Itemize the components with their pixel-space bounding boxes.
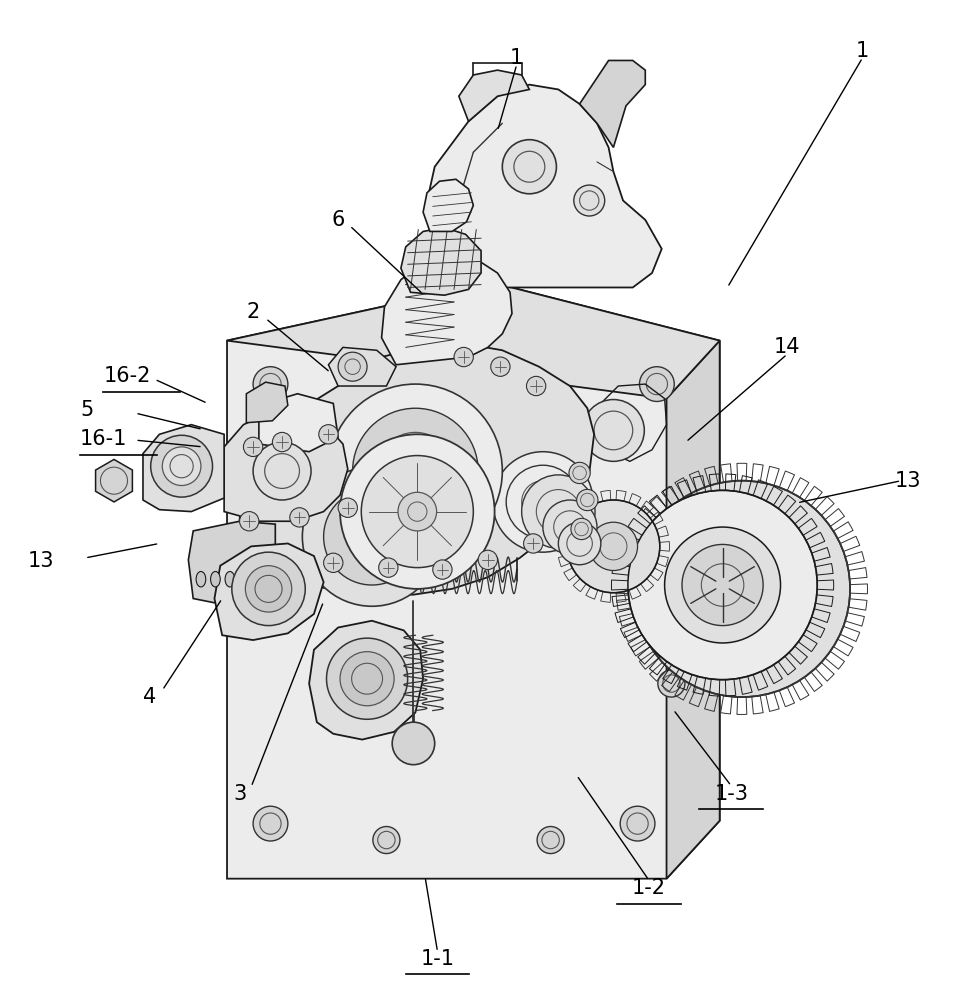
Text: 3: 3 [233,784,246,804]
Circle shape [454,347,473,367]
Text: 13: 13 [895,471,922,491]
Polygon shape [96,459,132,502]
Ellipse shape [225,571,235,587]
Circle shape [340,434,495,589]
Polygon shape [423,179,473,231]
Circle shape [665,527,781,643]
Circle shape [522,475,595,548]
Text: 14: 14 [774,337,801,357]
Circle shape [558,522,601,565]
Polygon shape [259,394,338,452]
Circle shape [319,425,338,444]
Circle shape [628,490,817,680]
Circle shape [639,367,674,401]
Circle shape [658,670,685,697]
Circle shape [340,652,394,706]
Circle shape [526,376,546,396]
Polygon shape [382,254,512,365]
Circle shape [328,384,502,558]
Circle shape [338,352,367,381]
Circle shape [711,558,773,620]
Circle shape [502,140,556,194]
Polygon shape [227,283,720,879]
Polygon shape [309,621,423,740]
Text: 6: 6 [331,210,345,230]
Text: 2: 2 [246,302,260,322]
Circle shape [324,553,343,572]
Polygon shape [425,85,662,287]
Circle shape [682,544,763,626]
Circle shape [543,500,597,554]
Circle shape [290,508,309,527]
Ellipse shape [211,571,220,587]
Circle shape [253,367,288,401]
Polygon shape [459,70,529,121]
Circle shape [272,432,292,452]
Circle shape [398,492,437,531]
Circle shape [373,827,400,854]
Circle shape [692,539,792,639]
Circle shape [493,452,593,552]
Circle shape [433,560,452,579]
Polygon shape [246,382,288,423]
Polygon shape [667,341,720,879]
Circle shape [324,488,420,585]
Text: 5: 5 [80,400,94,420]
Circle shape [589,522,638,571]
Circle shape [327,638,408,719]
Text: 1-2: 1-2 [632,878,667,898]
Text: 13: 13 [27,551,54,571]
Text: 4: 4 [143,687,156,707]
Circle shape [620,806,655,841]
Text: 1: 1 [856,41,869,61]
Circle shape [338,498,357,517]
Circle shape [526,417,556,448]
Circle shape [302,467,441,606]
Circle shape [232,552,305,626]
Circle shape [571,518,592,540]
Ellipse shape [240,571,249,587]
Polygon shape [214,543,324,640]
Circle shape [151,435,213,497]
Circle shape [240,512,259,531]
Circle shape [537,827,564,854]
Circle shape [379,558,398,577]
Circle shape [569,462,590,484]
Polygon shape [328,347,396,386]
Circle shape [577,489,598,511]
Polygon shape [188,521,275,606]
Circle shape [243,437,263,457]
Circle shape [524,534,543,553]
Circle shape [253,442,311,500]
Circle shape [392,722,435,765]
Circle shape [634,481,850,697]
Circle shape [658,583,685,610]
Circle shape [574,185,605,216]
Circle shape [162,447,201,486]
Text: 1-3: 1-3 [714,784,749,804]
Polygon shape [580,60,645,147]
Circle shape [582,400,644,461]
Circle shape [361,456,473,568]
Ellipse shape [196,571,206,587]
Text: 16-1: 16-1 [80,429,128,449]
Circle shape [567,500,660,593]
Polygon shape [227,283,720,399]
Text: 1-1: 1-1 [420,949,455,969]
Circle shape [245,566,292,612]
Polygon shape [401,228,481,295]
Circle shape [253,806,288,841]
Text: 16-2: 16-2 [103,366,151,386]
Polygon shape [143,425,224,512]
Text: 1: 1 [510,48,524,68]
Polygon shape [240,344,594,595]
Circle shape [353,408,478,534]
Circle shape [478,550,497,570]
Polygon shape [224,413,348,521]
Circle shape [491,357,510,376]
